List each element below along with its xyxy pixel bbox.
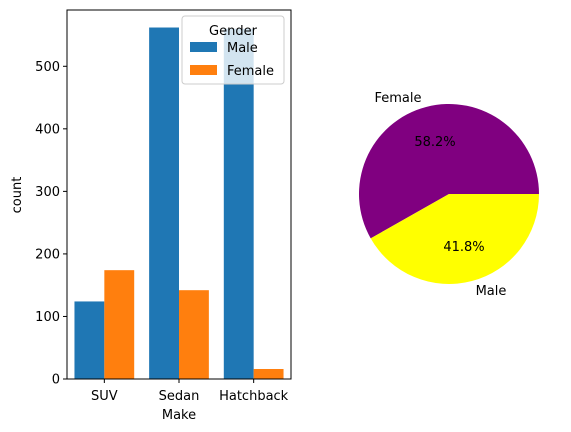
bar-male-hatchback [223,28,254,379]
bar-female-suv [104,270,135,379]
pie-label-male: Male [476,284,507,299]
pie-slice-female [358,104,539,239]
legend-label-male: Male [227,41,258,56]
y-tick-label-300: 300 [35,185,60,200]
legend: Gender Male Female [181,15,285,85]
bars [74,27,284,379]
y-axis-label: count [10,177,25,214]
bar-male-sedan [149,27,179,379]
pie-slices [358,104,539,284]
x-tick-label-suv: SUV [91,389,118,404]
legend-swatch-male [190,42,217,52]
legend-title: Gender [209,24,258,39]
y-tick-label-400: 400 [35,122,60,137]
pie-label-female: Female [374,91,421,106]
y-tick-label-100: 100 [35,310,60,325]
y-tick-label-0: 0 [52,373,60,388]
y-tick-label-500: 500 [35,60,60,75]
x-axis-label: Make [162,408,196,423]
legend-label-female: Female [227,64,274,79]
pie-slice-male [370,194,539,284]
legend-swatch-female [190,65,217,75]
pie-chart: Female 58.2% Male 41.8% [358,91,539,299]
y-tick-label-200: 200 [35,247,60,262]
bar-male-suv [74,301,105,379]
x-axis: SUV Sedan Hatchback [91,379,289,404]
bar-female-hatchback [253,368,284,379]
y-axis: 0 100 200 300 400 500 [35,60,67,388]
bar-female-sedan [179,290,209,379]
plot-frame [66,9,292,380]
x-tick-label-sedan: Sedan [159,389,200,404]
pie-pct-male: 41.8% [443,240,484,255]
x-tick-label-hatchback: Hatchback [219,389,289,404]
pie-pct-female: 58.2% [414,135,455,150]
